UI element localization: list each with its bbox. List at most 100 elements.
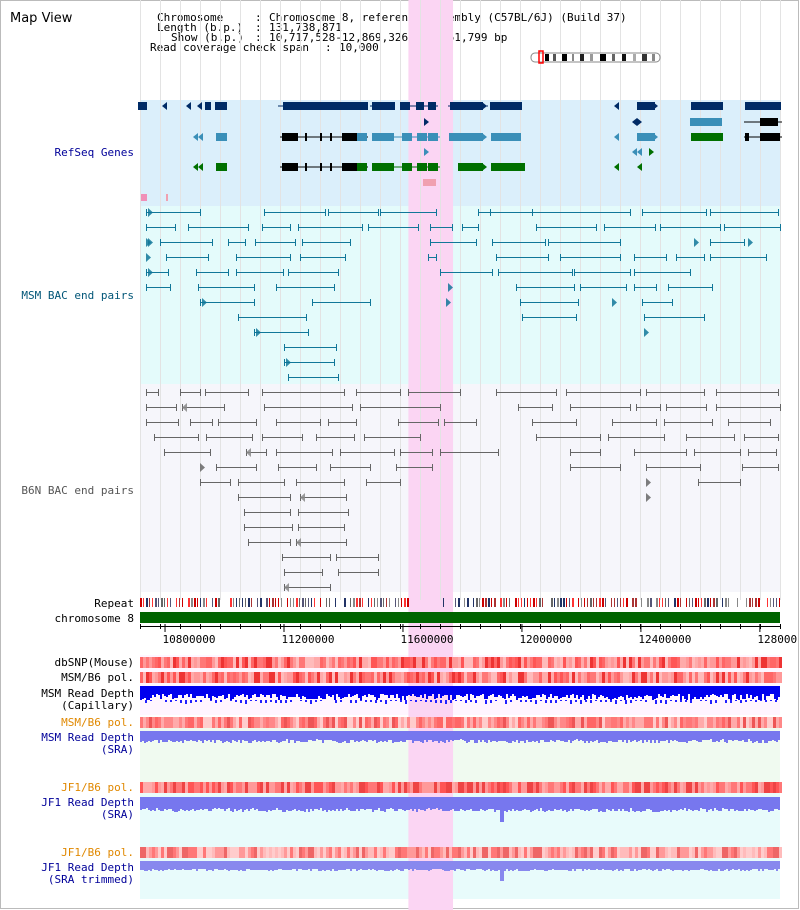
msm-capillary-depth-bar xyxy=(548,686,550,697)
jf1-b6-pol-cell xyxy=(413,782,416,793)
msm-capillary-depth-bar xyxy=(768,686,770,696)
repeat-mark xyxy=(305,598,306,607)
msm-sra-depth-bar xyxy=(736,731,738,740)
msm-b6-pol-cell xyxy=(146,672,149,683)
msm-b6-pol-cell xyxy=(458,672,461,683)
jf1-b6-pol-cell xyxy=(365,782,368,793)
msm-capillary-depth-bar xyxy=(628,686,630,698)
jf1-b6-pol-cell xyxy=(776,847,779,858)
dbsnp-cell xyxy=(320,657,323,668)
msm-capillary-depth-bar xyxy=(200,686,202,696)
msm-capillary-depth-bar xyxy=(472,686,474,695)
jf1-b6-pol-cell xyxy=(281,847,284,858)
msm-b6-pol-cell xyxy=(662,717,665,728)
dbsnp-cell xyxy=(620,657,623,668)
msm-b6-pol-cell xyxy=(695,672,698,683)
msm-b6-pol-cell xyxy=(161,672,164,683)
msm-capillary-depth-bar xyxy=(256,686,258,697)
dbsnp-cell xyxy=(458,657,461,668)
msm-b6-pol-cell xyxy=(188,672,191,683)
jf1-trim-depth-bar xyxy=(590,861,592,870)
msm-sra-depth-bar xyxy=(332,731,334,741)
msm-b6-pol-cell xyxy=(386,672,389,683)
msm-b6-pol-cell xyxy=(776,672,779,683)
repeat-mark xyxy=(581,598,582,607)
msm-sra-depth-bar xyxy=(230,731,232,743)
msm-sra-depth-bar xyxy=(424,731,426,740)
msm-b6-pol-cell xyxy=(434,672,437,683)
jf1-sra-depth-bar xyxy=(480,797,482,809)
msm-capillary-depth-bar xyxy=(402,686,404,696)
jf1-b6-pol-cell xyxy=(191,847,194,858)
jf1-trim-depth-bar xyxy=(646,861,648,870)
jf1-b6-pol-cell xyxy=(719,847,722,858)
msm-capillary-depth-bar xyxy=(728,686,730,699)
msm-capillary-depth-bar xyxy=(638,686,640,696)
msm-b6-pol-cell xyxy=(716,717,719,728)
msm-b6-pol-cell xyxy=(491,672,494,683)
jf1-b6-pol-cell xyxy=(293,782,296,793)
msm-capillary-depth-bar xyxy=(178,686,180,695)
msm-sra-depth-bar xyxy=(220,731,222,741)
jf1-trim-depth-bar xyxy=(602,861,604,869)
msm-sra-depth-bar xyxy=(592,731,594,742)
dbsnp-cell xyxy=(452,657,455,668)
msm-sra-depth-bar xyxy=(558,731,560,740)
dbsnp-cell xyxy=(344,657,347,668)
jf1-trim-depth-bar xyxy=(632,861,634,871)
ideogram-band xyxy=(612,54,615,61)
jf1-b6-pol-cell xyxy=(155,782,158,793)
msm-capillary-depth-tail xyxy=(280,700,282,703)
jf1-trim-depth-bar xyxy=(468,861,470,869)
msm-capillary-depth-bar xyxy=(630,686,632,697)
msm-sra-depth-bar xyxy=(384,731,386,741)
jf1-trim-depth-bar xyxy=(572,861,574,869)
jf1-trim-depth-bar xyxy=(350,861,352,871)
dbsnp-cell xyxy=(467,657,470,668)
jf1-sra-depth-bar xyxy=(180,797,182,809)
jf1-trim-depth-bar xyxy=(176,861,178,870)
msm-b6-pol-cell xyxy=(605,717,608,728)
dbsnp-cell xyxy=(734,657,737,668)
jf1-sra-depth-bar xyxy=(402,797,404,810)
exon xyxy=(320,133,322,141)
msm-b6-pol-cell xyxy=(599,672,602,683)
msm-b6-pol-cell xyxy=(761,717,764,728)
dbsnp-cell xyxy=(623,657,626,668)
msm-b6-pol-cell xyxy=(479,672,482,683)
msm-b6-pol-cell xyxy=(413,717,416,728)
dbsnp-cell xyxy=(479,657,482,668)
jf1-trim-depth-bar xyxy=(438,861,440,869)
jf1-b6-pol-cell xyxy=(623,782,626,793)
msm-b6-pol-cell xyxy=(143,717,146,728)
msm-b6-pol-cell xyxy=(377,717,380,728)
msm-b6-pol-cell xyxy=(722,672,725,683)
jf1-sra-depth-bar xyxy=(684,797,686,808)
jf1-sra-depth-bar xyxy=(496,797,498,810)
jf1-sra-depth-bar xyxy=(152,797,154,810)
dbsnp-cell xyxy=(665,657,668,668)
dbsnp-cell xyxy=(212,657,215,668)
msm-capillary-depth-bar xyxy=(392,686,394,695)
msm-capillary-depth-tail xyxy=(490,700,492,703)
msm-b6-pol-cell xyxy=(695,717,698,728)
jf1-b6-pol-cell xyxy=(668,847,671,858)
jf1-trim-depth-bar xyxy=(552,861,554,869)
msm-capillary-depth-tail xyxy=(285,700,287,703)
msm-capillary-depth-bar xyxy=(652,686,654,700)
jf1-trim-depth-bar xyxy=(558,861,560,870)
jf1-trim-depth-bar xyxy=(656,861,658,869)
jf1-b6-pol-cell xyxy=(719,782,722,793)
msm-capillary-depth-bar xyxy=(754,686,756,697)
msm-sra-depth-bar xyxy=(584,731,586,743)
msm-b6-pol-cell xyxy=(674,717,677,728)
msm-b6-pol-cell xyxy=(371,672,374,683)
jf1-trim-depth-bar xyxy=(356,861,358,871)
msm-capillary-depth-bar xyxy=(170,686,172,694)
msm-b6-pol-cell xyxy=(209,672,212,683)
jf1-trim-depth-bar xyxy=(422,861,424,870)
msm-b6-pol-cell xyxy=(731,717,734,728)
msm-sra-depth-bar xyxy=(546,731,548,742)
repeat-mark xyxy=(554,598,555,607)
